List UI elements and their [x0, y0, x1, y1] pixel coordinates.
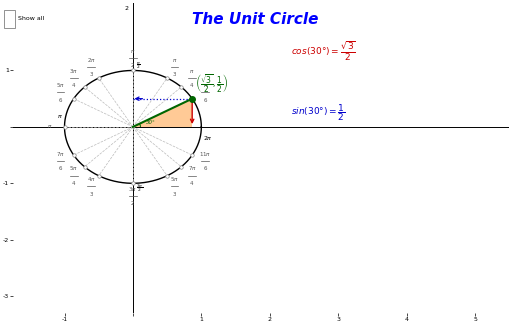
Text: $\pi$: $\pi$	[172, 57, 177, 64]
Text: $11\pi$: $11\pi$	[199, 150, 211, 158]
Text: $5\pi$: $5\pi$	[170, 176, 179, 183]
Text: $7\pi$: $7\pi$	[56, 150, 65, 158]
Text: The Unit Circle: The Unit Circle	[192, 12, 318, 27]
Text: $4$: $4$	[71, 179, 76, 187]
Text: $4$: $4$	[189, 179, 195, 187]
Text: $\mathit{sin}(30°) = \dfrac{1}{2}$: $\mathit{sin}(30°) = \dfrac{1}{2}$	[291, 102, 346, 123]
Text: $2$: $2$	[131, 199, 135, 207]
Text: $2\pi$: $2\pi$	[87, 56, 96, 64]
Text: $\frac{3\pi}{2}$: $\frac{3\pi}{2}$	[136, 182, 143, 194]
Text: $6$: $6$	[58, 164, 63, 172]
Text: $6$: $6$	[203, 164, 208, 172]
Polygon shape	[133, 99, 192, 127]
Text: Show all: Show all	[18, 16, 44, 21]
Text: $3$: $3$	[89, 71, 94, 78]
Text: $3$: $3$	[172, 71, 177, 78]
Text: $5\pi$: $5\pi$	[56, 81, 65, 89]
Text: $3\pi$: $3\pi$	[70, 67, 78, 75]
Text: $\frac{\pi}{2}$: $\frac{\pi}{2}$	[136, 60, 140, 72]
Text: $2\pi$: $2\pi$	[203, 134, 212, 142]
Text: $2$: $2$	[131, 61, 135, 69]
Text: $4$: $4$	[189, 81, 195, 89]
Text: $6$: $6$	[58, 96, 63, 104]
Text: $\pi$: $\pi$	[47, 124, 52, 130]
Text: $\left(\dfrac{\sqrt{3}}{2},\dfrac{1}{2}\right)$: $\left(\dfrac{\sqrt{3}}{2},\dfrac{1}{2}\…	[195, 72, 228, 95]
Text: $\pi$: $\pi$	[57, 113, 63, 120]
Text: $\pi$: $\pi$	[203, 82, 208, 89]
Text: $3$: $3$	[89, 189, 94, 198]
Text: $4\pi$: $4\pi$	[87, 176, 96, 183]
Text: $\pi$: $\pi$	[130, 48, 136, 55]
Text: $3$: $3$	[172, 189, 177, 198]
Text: $4$: $4$	[71, 81, 76, 89]
Text: 2: 2	[124, 6, 128, 11]
Text: $3\pi$: $3\pi$	[129, 185, 137, 193]
Text: $6$: $6$	[203, 96, 208, 104]
Text: 30°: 30°	[146, 120, 156, 125]
Text: $\pi$: $\pi$	[189, 68, 195, 75]
Text: $5\pi$: $5\pi$	[70, 164, 78, 173]
Text: $7\pi$: $7\pi$	[187, 164, 197, 173]
Text: $\mathit{cos}(30°) = \dfrac{\sqrt{3}}{2}$: $\mathit{cos}(30°) = \dfrac{\sqrt{3}}{2}…	[291, 40, 356, 63]
